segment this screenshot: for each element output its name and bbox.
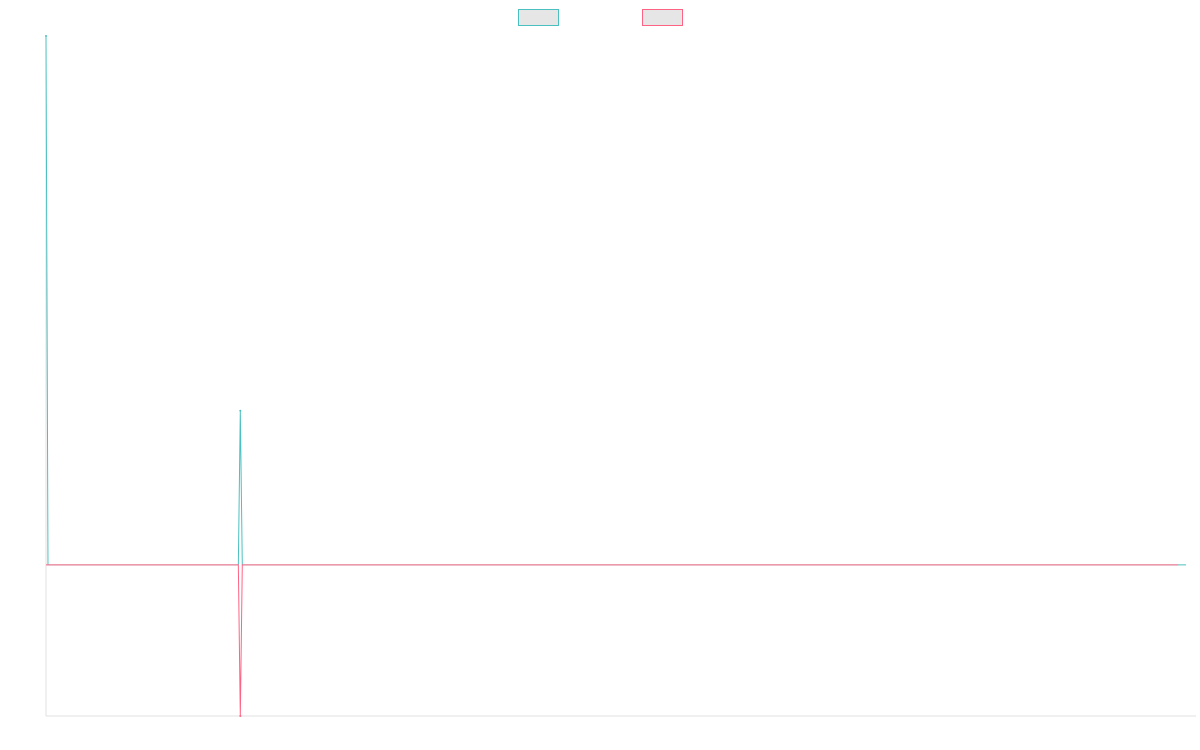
series-line-1[interactable]: [45, 35, 1187, 566]
series-line-2[interactable]: [46, 564, 1179, 717]
series-1-point[interactable]: [45, 35, 47, 37]
plot-area: [45, 35, 1187, 717]
series-1-point[interactable]: [239, 409, 242, 412]
series-2-point[interactable]: [239, 715, 242, 717]
legend-swatch-1[interactable]: [518, 9, 559, 26]
legend-swatch-2[interactable]: [642, 9, 683, 26]
chart-axes: [45, 36, 1196, 717]
legend[interactable]: [518, 9, 683, 26]
